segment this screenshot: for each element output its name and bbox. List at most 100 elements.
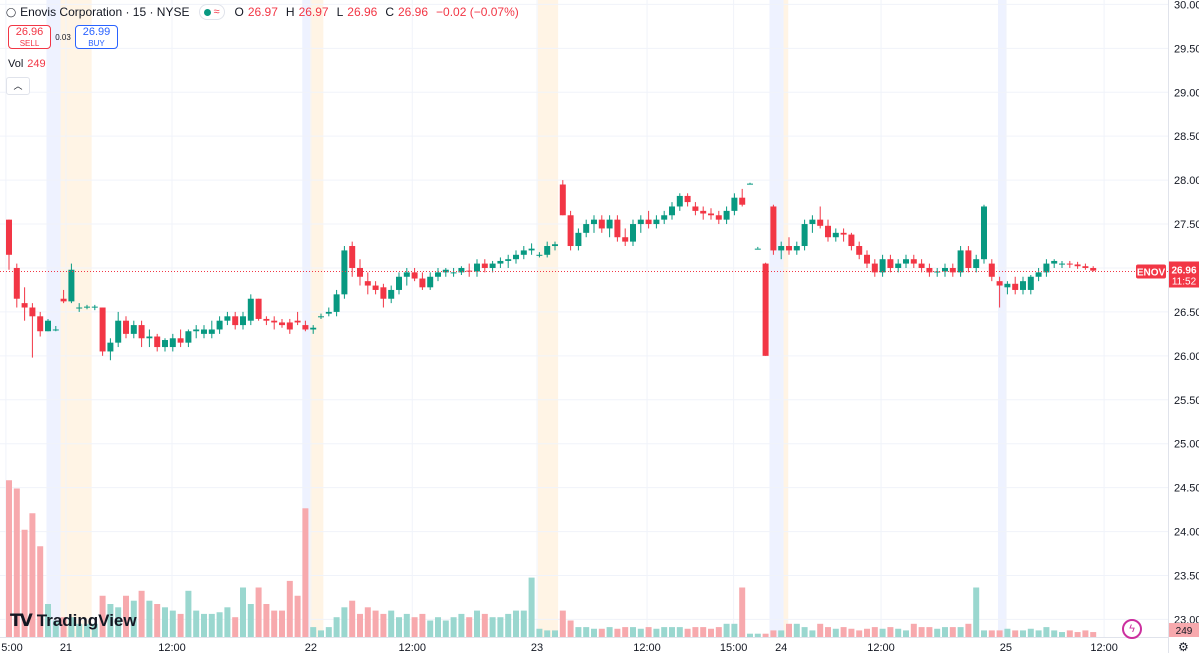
price-tick-label: 23.50	[1174, 570, 1199, 582]
volume-bar	[333, 617, 340, 637]
lightning-icon[interactable]: ϟ	[1122, 619, 1142, 639]
candle-body	[684, 195, 691, 203]
candle-body	[653, 219, 660, 225]
volume-bar	[21, 529, 28, 637]
volume-bar	[45, 604, 51, 637]
last-volume-tag	[1169, 623, 1199, 637]
volume-bar	[146, 600, 153, 637]
volume-bar	[622, 627, 629, 637]
volume-bar	[1004, 628, 1011, 637]
market-open-dot-icon	[204, 8, 212, 16]
volume-bar	[115, 607, 122, 637]
buy-button[interactable]: 26.99 BUY	[75, 25, 118, 49]
volume-bar	[715, 627, 722, 637]
volume-bar	[887, 627, 894, 637]
candle-body	[747, 183, 753, 185]
volume-bar	[918, 627, 925, 637]
volume-bar	[279, 610, 285, 637]
volume-bar	[575, 627, 582, 637]
candle-body	[435, 272, 441, 277]
volume-bar	[996, 630, 1003, 637]
open-value: 26.97	[247, 5, 278, 19]
volume-bar	[856, 630, 863, 637]
candle-body	[146, 336, 153, 339]
candle-body	[380, 287, 387, 299]
instrument-title[interactable]: Enovis Corporation · 15 · NYSE	[20, 5, 190, 19]
candle-body	[622, 237, 629, 242]
volume-bar	[60, 617, 67, 637]
candle-body	[279, 322, 285, 326]
candle-body	[372, 285, 379, 290]
volume-bar	[341, 607, 348, 637]
candle-body	[770, 206, 777, 251]
price-tick-label: 30.00	[1174, 0, 1199, 11]
volume-bar	[879, 628, 886, 637]
volume-bar	[661, 627, 668, 637]
candle-body	[1020, 281, 1026, 290]
candle-body	[583, 224, 590, 233]
candle-body	[107, 342, 114, 352]
candle-body	[513, 254, 519, 260]
candle-body	[37, 316, 44, 332]
volume-bar	[154, 604, 161, 637]
sell-button[interactable]: 26.96 SELL	[8, 25, 51, 49]
volume-bar	[910, 623, 917, 637]
candle-body	[341, 250, 348, 295]
volume-bar	[669, 627, 675, 637]
volume-bar	[162, 607, 168, 637]
last-volume-label: 249	[1176, 626, 1193, 637]
candle-body	[396, 276, 402, 290]
candle-body	[676, 195, 683, 207]
candle-body	[692, 206, 699, 211]
volume-bar	[653, 628, 660, 637]
volume-bar	[185, 590, 192, 637]
candle-body	[715, 215, 722, 220]
candle-body	[68, 269, 75, 302]
volume-bar	[442, 620, 449, 637]
volume-bar	[528, 577, 535, 637]
candle-body	[466, 270, 473, 272]
volume-bar	[949, 627, 956, 637]
volume-bar	[926, 627, 933, 637]
price-tick-label: 25.00	[1174, 439, 1199, 451]
candle-body	[918, 263, 925, 268]
candle-body	[497, 260, 504, 264]
candle-body	[45, 320, 51, 332]
candle-body	[1035, 272, 1042, 277]
volume-bar	[591, 628, 597, 637]
price-tick-label: 28.00	[1174, 175, 1199, 187]
candle-body	[419, 278, 426, 288]
volume-bar	[419, 613, 426, 637]
volume-bar	[193, 610, 200, 637]
candle-body	[1051, 260, 1058, 264]
candle-body	[731, 197, 738, 211]
candle-body	[879, 259, 886, 273]
candle-body	[965, 250, 972, 268]
volume-bar	[793, 623, 800, 637]
volume-bar	[934, 628, 941, 637]
candle-body	[325, 311, 332, 314]
volume-bar	[411, 617, 418, 637]
tradingview-logo[interactable]: TV TradingView	[10, 611, 137, 631]
volume-bar	[778, 630, 785, 637]
volume-bar	[497, 617, 504, 637]
buy-label: BUY	[88, 39, 105, 48]
price-tick-label: 29.00	[1174, 87, 1199, 99]
candle-body	[115, 320, 122, 343]
chevron-up-icon[interactable]: ︿	[6, 77, 30, 95]
candle-body	[294, 320, 301, 323]
volume-bar	[13, 488, 20, 637]
gear-icon[interactable]: ⚙	[1178, 640, 1189, 654]
candle-body	[778, 246, 785, 251]
candle-body	[99, 307, 106, 352]
market-status-pill[interactable]: ≈	[199, 4, 225, 20]
volume-bar	[255, 587, 262, 637]
volume-bar	[536, 628, 543, 637]
volume-bar	[825, 627, 831, 637]
candle-body	[13, 267, 20, 299]
volume-bar	[263, 604, 270, 637]
candle-body	[318, 316, 324, 318]
candle-body	[981, 206, 987, 260]
candle-body	[302, 325, 309, 330]
